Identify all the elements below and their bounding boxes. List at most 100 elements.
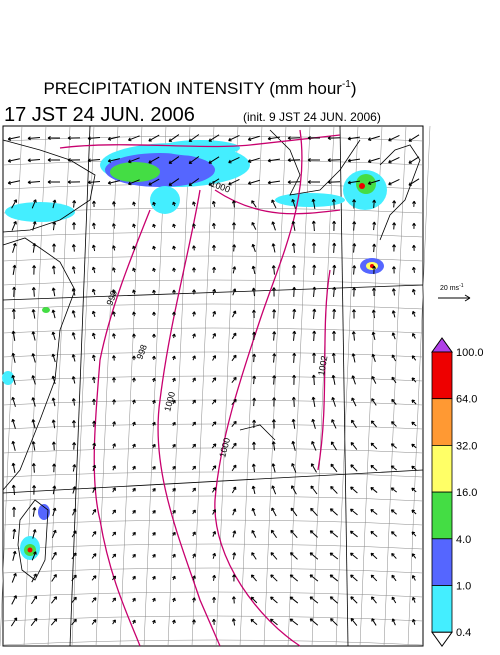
wind-arrow [211, 200, 216, 207]
wind-arrow [270, 596, 278, 604]
wind-arrow [31, 331, 36, 341]
wind-arrow [71, 332, 76, 340]
meridian [71, 125, 95, 647]
wind-arrow [411, 487, 417, 493]
wind-arrow [192, 531, 196, 537]
wind-arrow [232, 574, 237, 582]
wind-arrow [12, 264, 17, 275]
wind-arrow [250, 618, 258, 626]
colorbar-bin [431, 398, 453, 446]
wind-arrow [292, 308, 297, 319]
wind-arrow [252, 419, 257, 429]
wind-arrow [51, 397, 56, 407]
wind-arrow [51, 441, 56, 451]
wind-arrow [71, 618, 77, 626]
wind-arrow [352, 199, 357, 209]
wind-arrow [251, 441, 256, 451]
meridian [359, 125, 383, 647]
wind-arrow [332, 242, 337, 253]
wind-arrow [350, 464, 358, 472]
wind-arrow [192, 201, 196, 207]
wind-arrow [51, 419, 56, 429]
wind-arrow [112, 421, 116, 427]
wind-arrow [112, 509, 116, 515]
wind-arrow [372, 243, 377, 253]
wind-arrow [411, 531, 417, 537]
wind-arrow [370, 530, 378, 537]
wind-arrow [251, 309, 256, 319]
wind-arrow [47, 180, 61, 185]
wind-arrow [289, 618, 299, 626]
wind-arrow [350, 552, 358, 560]
wind-arrow [47, 136, 61, 141]
wind-arrow [388, 178, 400, 186]
wind-arrow [370, 574, 378, 582]
wind-arrow [252, 397, 257, 407]
wind-arrow [271, 419, 276, 429]
wind-arrow [172, 465, 176, 470]
wind-arrow [311, 198, 316, 210]
colorbar-label: 1.0 [456, 581, 471, 593]
wind-arrow [132, 531, 136, 536]
title: PRECIPITATION INTENSITY (mm hour-1) [43, 79, 356, 98]
title-main: PRECIPITATION INTENSITY (mm hour [43, 79, 342, 98]
wind-scale-label: 20 ms-1 [440, 283, 464, 292]
wind-arrow [272, 397, 277, 407]
wind-arrow [132, 289, 136, 295]
wind-arrow [291, 418, 296, 429]
wind-arrow [351, 375, 356, 385]
wind-arrow [87, 136, 101, 141]
wind-arrow [72, 222, 76, 230]
wind-arrow [71, 244, 76, 252]
wind-arrow [51, 353, 56, 363]
wind-arrow [290, 507, 298, 517]
wind-arrow [152, 575, 156, 580]
wind-arrow [391, 288, 396, 296]
wind-arrow [370, 464, 378, 472]
wind-arrow [32, 507, 37, 517]
lon-line [339, 125, 349, 647]
wind-arrow [211, 421, 217, 427]
meridian [287, 125, 311, 647]
wind-arrow [349, 530, 358, 538]
parallel [2, 423, 424, 430]
parallel [2, 303, 424, 310]
wind-arrow [311, 418, 316, 429]
wind-arrow [148, 178, 160, 186]
wind-arrow [152, 223, 156, 229]
wind-arrow [231, 376, 237, 383]
wind-arrow [72, 464, 77, 472]
wind-arrow [292, 374, 297, 385]
wind-arrow [152, 487, 156, 492]
wind-arrow [67, 180, 81, 185]
wind-arrow [31, 463, 36, 473]
wind-arrow [192, 355, 196, 361]
wind-arrow [132, 421, 136, 427]
wind-arrow [329, 508, 338, 516]
wind-arrow [330, 441, 337, 451]
wind-arrow [350, 596, 358, 604]
wind-arrow [247, 179, 260, 185]
wind-arrow [31, 397, 36, 407]
wind-arrow [188, 178, 200, 187]
wind-arrow [51, 287, 56, 297]
parallel [2, 279, 424, 286]
wind-arrow [251, 221, 257, 230]
wind-arrow [112, 289, 116, 295]
precipitation [2, 140, 387, 560]
wind-arrow [391, 332, 396, 340]
colorbar-bin [431, 444, 453, 493]
wind-arrow [208, 156, 220, 164]
parallel [2, 255, 424, 262]
wind-arrow [212, 355, 216, 361]
wind-arrow [232, 310, 237, 318]
wind-arrow [332, 286, 337, 297]
wind-arrow [267, 158, 281, 163]
parallel [2, 591, 424, 598]
wind-arrow [212, 266, 217, 273]
wind-arrow [267, 180, 281, 185]
wind-arrow [271, 243, 276, 253]
wind-arrow [152, 399, 156, 405]
wind-arrow [132, 575, 136, 581]
wind-arrow [32, 221, 37, 231]
